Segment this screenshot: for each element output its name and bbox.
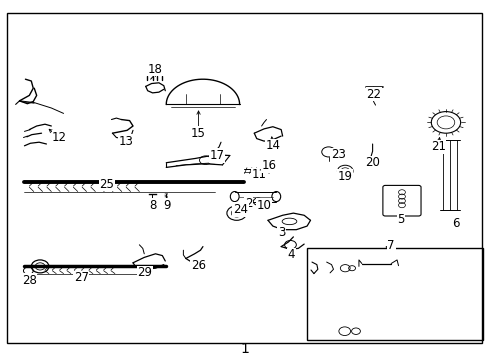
- Text: 19: 19: [337, 170, 352, 183]
- Text: 7: 7: [386, 239, 394, 252]
- Text: 13: 13: [119, 135, 133, 148]
- Text: 18: 18: [148, 63, 163, 76]
- Text: 1: 1: [240, 342, 248, 356]
- Text: 5: 5: [396, 213, 404, 226]
- Text: 14: 14: [265, 139, 280, 152]
- Text: 11: 11: [251, 168, 266, 181]
- Text: 23: 23: [330, 148, 345, 161]
- Text: 26: 26: [191, 259, 205, 272]
- Text: 16: 16: [261, 159, 276, 172]
- Text: 9: 9: [163, 199, 171, 212]
- Text: 2: 2: [244, 197, 252, 210]
- Text: 6: 6: [451, 217, 459, 230]
- Bar: [306, 248, 482, 340]
- Text: 29: 29: [137, 266, 152, 279]
- Text: 24: 24: [233, 203, 247, 216]
- Text: 21: 21: [430, 140, 445, 153]
- Text: 3: 3: [277, 226, 285, 239]
- Text: 20: 20: [365, 156, 379, 169]
- Text: 4: 4: [287, 248, 295, 261]
- Text: 8: 8: [148, 199, 156, 212]
- Text: 28: 28: [22, 274, 37, 287]
- Text: 10: 10: [256, 199, 271, 212]
- Text: 22: 22: [366, 88, 380, 101]
- Text: 12: 12: [52, 131, 67, 144]
- Text: 25: 25: [99, 178, 114, 191]
- Text: 15: 15: [191, 127, 205, 140]
- Text: 17: 17: [209, 149, 224, 162]
- Text: 27: 27: [74, 271, 88, 284]
